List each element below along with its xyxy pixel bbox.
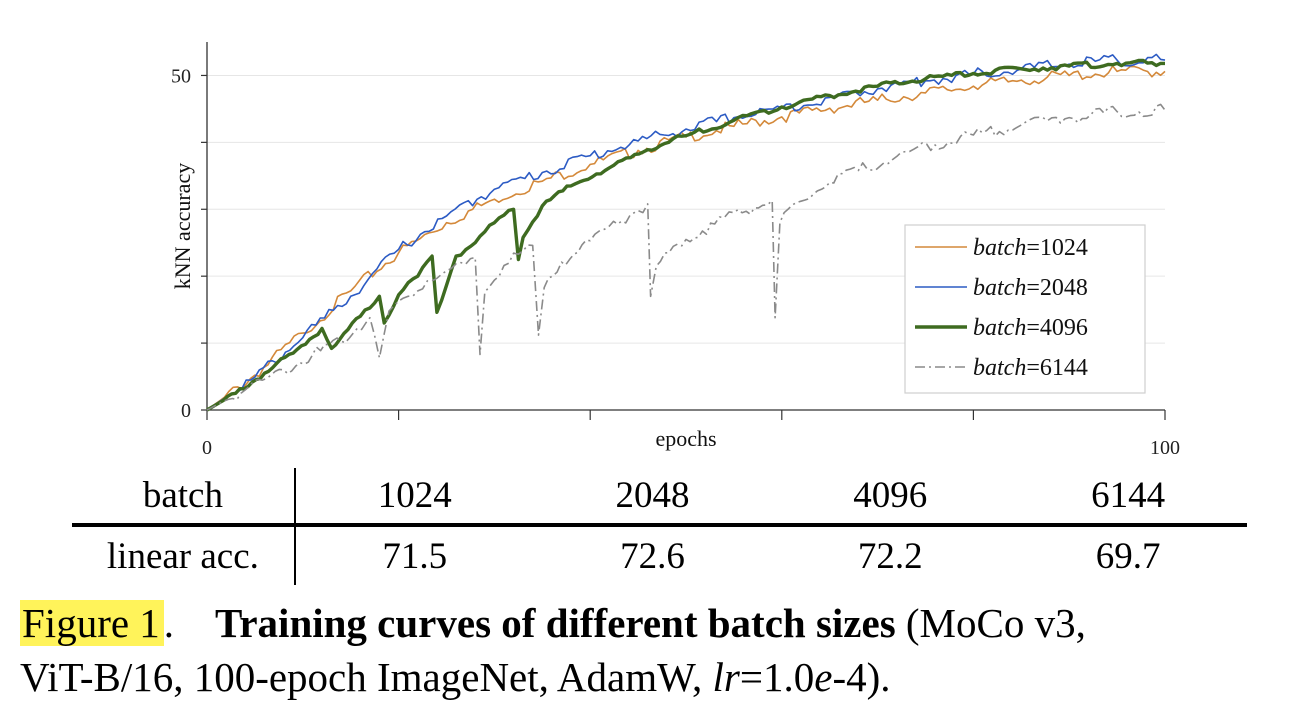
legend-label: batch=1024 (973, 235, 1088, 261)
x-tick-label: 100 (1150, 437, 1180, 459)
y-tick-label: 50 (171, 65, 191, 87)
caption-line2: ViT-B/16, 100-epoch ImageNet, AdamW, (20, 654, 713, 700)
batch-cell: 4096 (771, 468, 1010, 527)
batch-cell: 1024 (294, 468, 534, 527)
table-row-batch: batch 1024 2048 4096 6144 (72, 468, 1247, 527)
series-line-batch-4096 (206, 58, 1165, 412)
legend-label-var: batch (973, 275, 1026, 301)
legend-label-value: =2048 (1026, 275, 1088, 301)
legend-label-var: batch (973, 235, 1026, 261)
batch-cell: 6144 (1009, 468, 1247, 527)
y-tick-label: 0 (181, 400, 191, 422)
caption-lr-exp: -4). (832, 654, 891, 700)
linear-acc-cell: 72.2 (857, 535, 923, 577)
legend-label-value: =4096 (1026, 315, 1088, 341)
caption-line1-rest: (MoCo v3, (895, 600, 1086, 646)
caption-lr-eq: =1.0 (739, 654, 815, 700)
figure-caption: Figure 1. Training curves of different b… (20, 596, 1300, 704)
linear-accuracy-table: batch 1024 2048 4096 6144 linear acc. 71… (72, 468, 1247, 585)
linear-acc-cell: 72.6 (620, 535, 685, 577)
legend-label-var: batch (973, 355, 1026, 381)
caption-dot: . (163, 600, 175, 646)
row-header-batch: batch (72, 468, 296, 527)
linear-acc-cell: 69.7 (1095, 535, 1161, 577)
legend-label-value: =6144 (1026, 355, 1088, 381)
caption-title: Training curves of different batch sizes (215, 600, 896, 646)
legend-label: batch=2048 (973, 275, 1088, 301)
figure-label: Figure 1 (20, 600, 164, 646)
y-axis-label: kNN accuracy (170, 163, 195, 289)
x-tick-label: 0 (202, 437, 212, 459)
row-header-linear-acc: linear acc. (72, 525, 296, 585)
legend-label-value: =1024 (1026, 235, 1088, 261)
caption-e-var: e (814, 654, 833, 700)
linear-acc-cell: 71.5 (382, 535, 448, 577)
caption-lr-var: lr (712, 654, 740, 700)
table-row-linear-acc: linear acc. 71.5 72.6 72.2 69.7 (72, 525, 1247, 585)
legend-label: batch=4096 (973, 315, 1088, 341)
legend-label-var: batch (973, 315, 1026, 341)
legend-label: batch=6144 (973, 355, 1088, 381)
series-line-batch-2048 (206, 53, 1166, 411)
batch-cell: 2048 (533, 468, 772, 527)
legend-box (904, 224, 1146, 394)
x-axis-label: epochs (655, 426, 716, 451)
knn-accuracy-chart: 0 50 0 100 epochs kNN accuracy batch=1024 batch… (170, 42, 1180, 459)
